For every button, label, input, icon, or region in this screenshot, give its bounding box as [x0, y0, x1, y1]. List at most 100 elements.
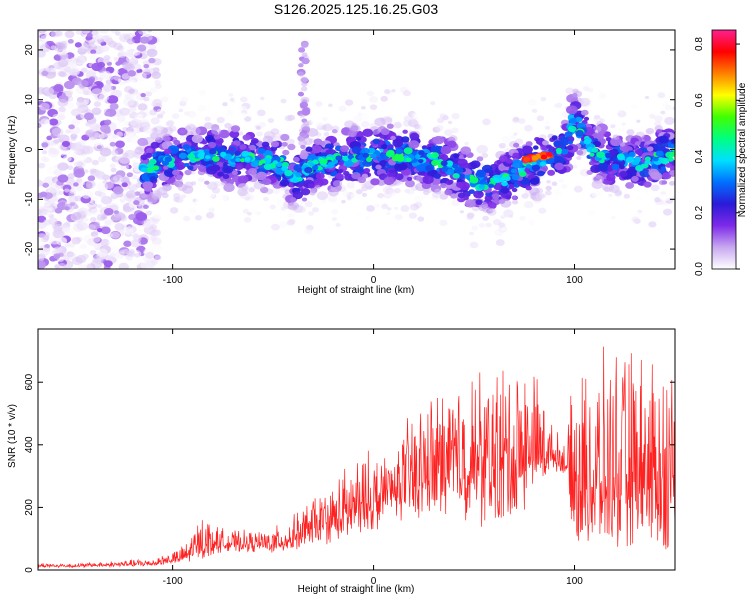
heatmap-cell [476, 170, 487, 178]
heatmap-cell [436, 117, 445, 124]
heatmap-cell [73, 168, 85, 178]
heatmap-cell [43, 87, 55, 96]
heatmap-cell [239, 158, 246, 163]
heatmap-cell [361, 105, 366, 110]
heatmap-cell [237, 175, 249, 184]
heatmap-cell [135, 212, 148, 221]
heatmap-cell [580, 109, 589, 116]
heatmap-cell [119, 107, 131, 116]
heatmap-cell [87, 175, 96, 182]
heatmap-cell [580, 177, 591, 185]
heatmap-cell [505, 158, 513, 164]
heatmap-cell [304, 166, 313, 174]
heatmap-cell [110, 167, 117, 173]
heatmap-cell [94, 221, 101, 227]
heatmap-cell [71, 236, 81, 245]
heatmap-cell [653, 142, 666, 152]
heatmap-cell [126, 38, 135, 45]
heatmap-cell [75, 30, 82, 35]
heatmap-cell [308, 211, 315, 216]
heatmap-cell [67, 165, 74, 170]
snr-y-ticks: 0 200 400 600 [24, 373, 675, 573]
heatmap-cell [107, 239, 114, 245]
heatmap-cell [331, 208, 339, 215]
heatmap-cell [418, 150, 425, 156]
heatmap-cell [119, 198, 126, 203]
heatmap-cell [103, 55, 111, 61]
heatmap-cell [183, 215, 191, 222]
heatmap-cell [99, 70, 112, 80]
heatmap-cell [591, 190, 601, 198]
heatmap-cell [355, 189, 363, 195]
heatmap-cell [107, 233, 113, 238]
heatmap-cell [74, 107, 83, 114]
heatmap-cell [86, 68, 97, 77]
heatmap-cell [421, 145, 428, 150]
heatmap-cell [572, 88, 579, 94]
heatmap-cell [488, 183, 495, 189]
heatmap-cell [127, 70, 137, 77]
heatmap-cell [568, 125, 577, 133]
heatmap-cell [238, 112, 247, 119]
heatmap-cell [296, 177, 303, 182]
heatmap-cell [59, 54, 67, 60]
heatmap-cell [661, 180, 668, 185]
heatmap-cell [75, 160, 86, 169]
heatmap-cell [88, 196, 99, 204]
heatmap-cell [138, 203, 145, 210]
heatmap-cell [117, 78, 124, 83]
heatmap-cell [460, 146, 472, 155]
heatmap-cell [68, 242, 76, 248]
heatmap-cell [84, 210, 92, 217]
heatmap-cell [38, 162, 46, 169]
heatmap-cell [618, 110, 623, 114]
heatmap-cell [400, 205, 410, 213]
heatmap-cell [179, 128, 186, 134]
heatmap-cell [74, 55, 86, 65]
heatmap-cell [505, 194, 512, 200]
heatmap-cell [253, 180, 266, 190]
heatmap-cell [365, 157, 372, 163]
heatmap-cell [572, 92, 578, 98]
heatmap-cell [67, 39, 74, 44]
heatmap-cell [445, 161, 454, 167]
heatmap-cell [343, 159, 354, 168]
heatmap-cell [63, 66, 72, 73]
heatmap-cell [512, 116, 520, 122]
heatmap-cell [324, 143, 334, 150]
heatmap-cell [512, 152, 520, 159]
heatmap-cell [90, 235, 101, 243]
heatmap-cell [606, 173, 616, 182]
heatmap-cell [402, 129, 408, 134]
heatmap-cell [45, 65, 55, 73]
y-tick-label: 400 [24, 436, 35, 453]
heatmap-cell [598, 93, 607, 100]
heatmap-cell [40, 156, 47, 161]
heatmap-cell [592, 174, 604, 184]
heatmap-cell [511, 174, 520, 181]
heatmap-cell [431, 101, 436, 106]
heatmap-cell [62, 155, 72, 163]
heatmap-cell [639, 168, 651, 178]
heatmap-cell [188, 207, 197, 214]
heatmap-cell [476, 144, 488, 154]
heatmap-cell [160, 96, 169, 103]
heatmap-cell [230, 125, 241, 133]
heatmap-cell [464, 141, 469, 146]
snr-x-label: Height of straight line (km) [298, 584, 415, 595]
heatmap-cell [632, 199, 644, 208]
heatmap-cell [148, 230, 155, 236]
heatmap-cell [48, 118, 59, 126]
heatmap-cell [282, 149, 290, 156]
heatmap-cell [287, 201, 300, 211]
heatmap-cell [110, 231, 121, 239]
heatmap-cell [299, 151, 310, 160]
heatmap-cell [453, 153, 460, 159]
heatmap-cell [522, 145, 533, 154]
heatmap-cell [281, 165, 289, 172]
heatmap-cell [344, 99, 354, 106]
heatmap-cell [319, 158, 328, 165]
heatmap-cell [592, 125, 602, 133]
heatmap-cell [106, 95, 119, 104]
heatmap-cell [58, 106, 66, 113]
